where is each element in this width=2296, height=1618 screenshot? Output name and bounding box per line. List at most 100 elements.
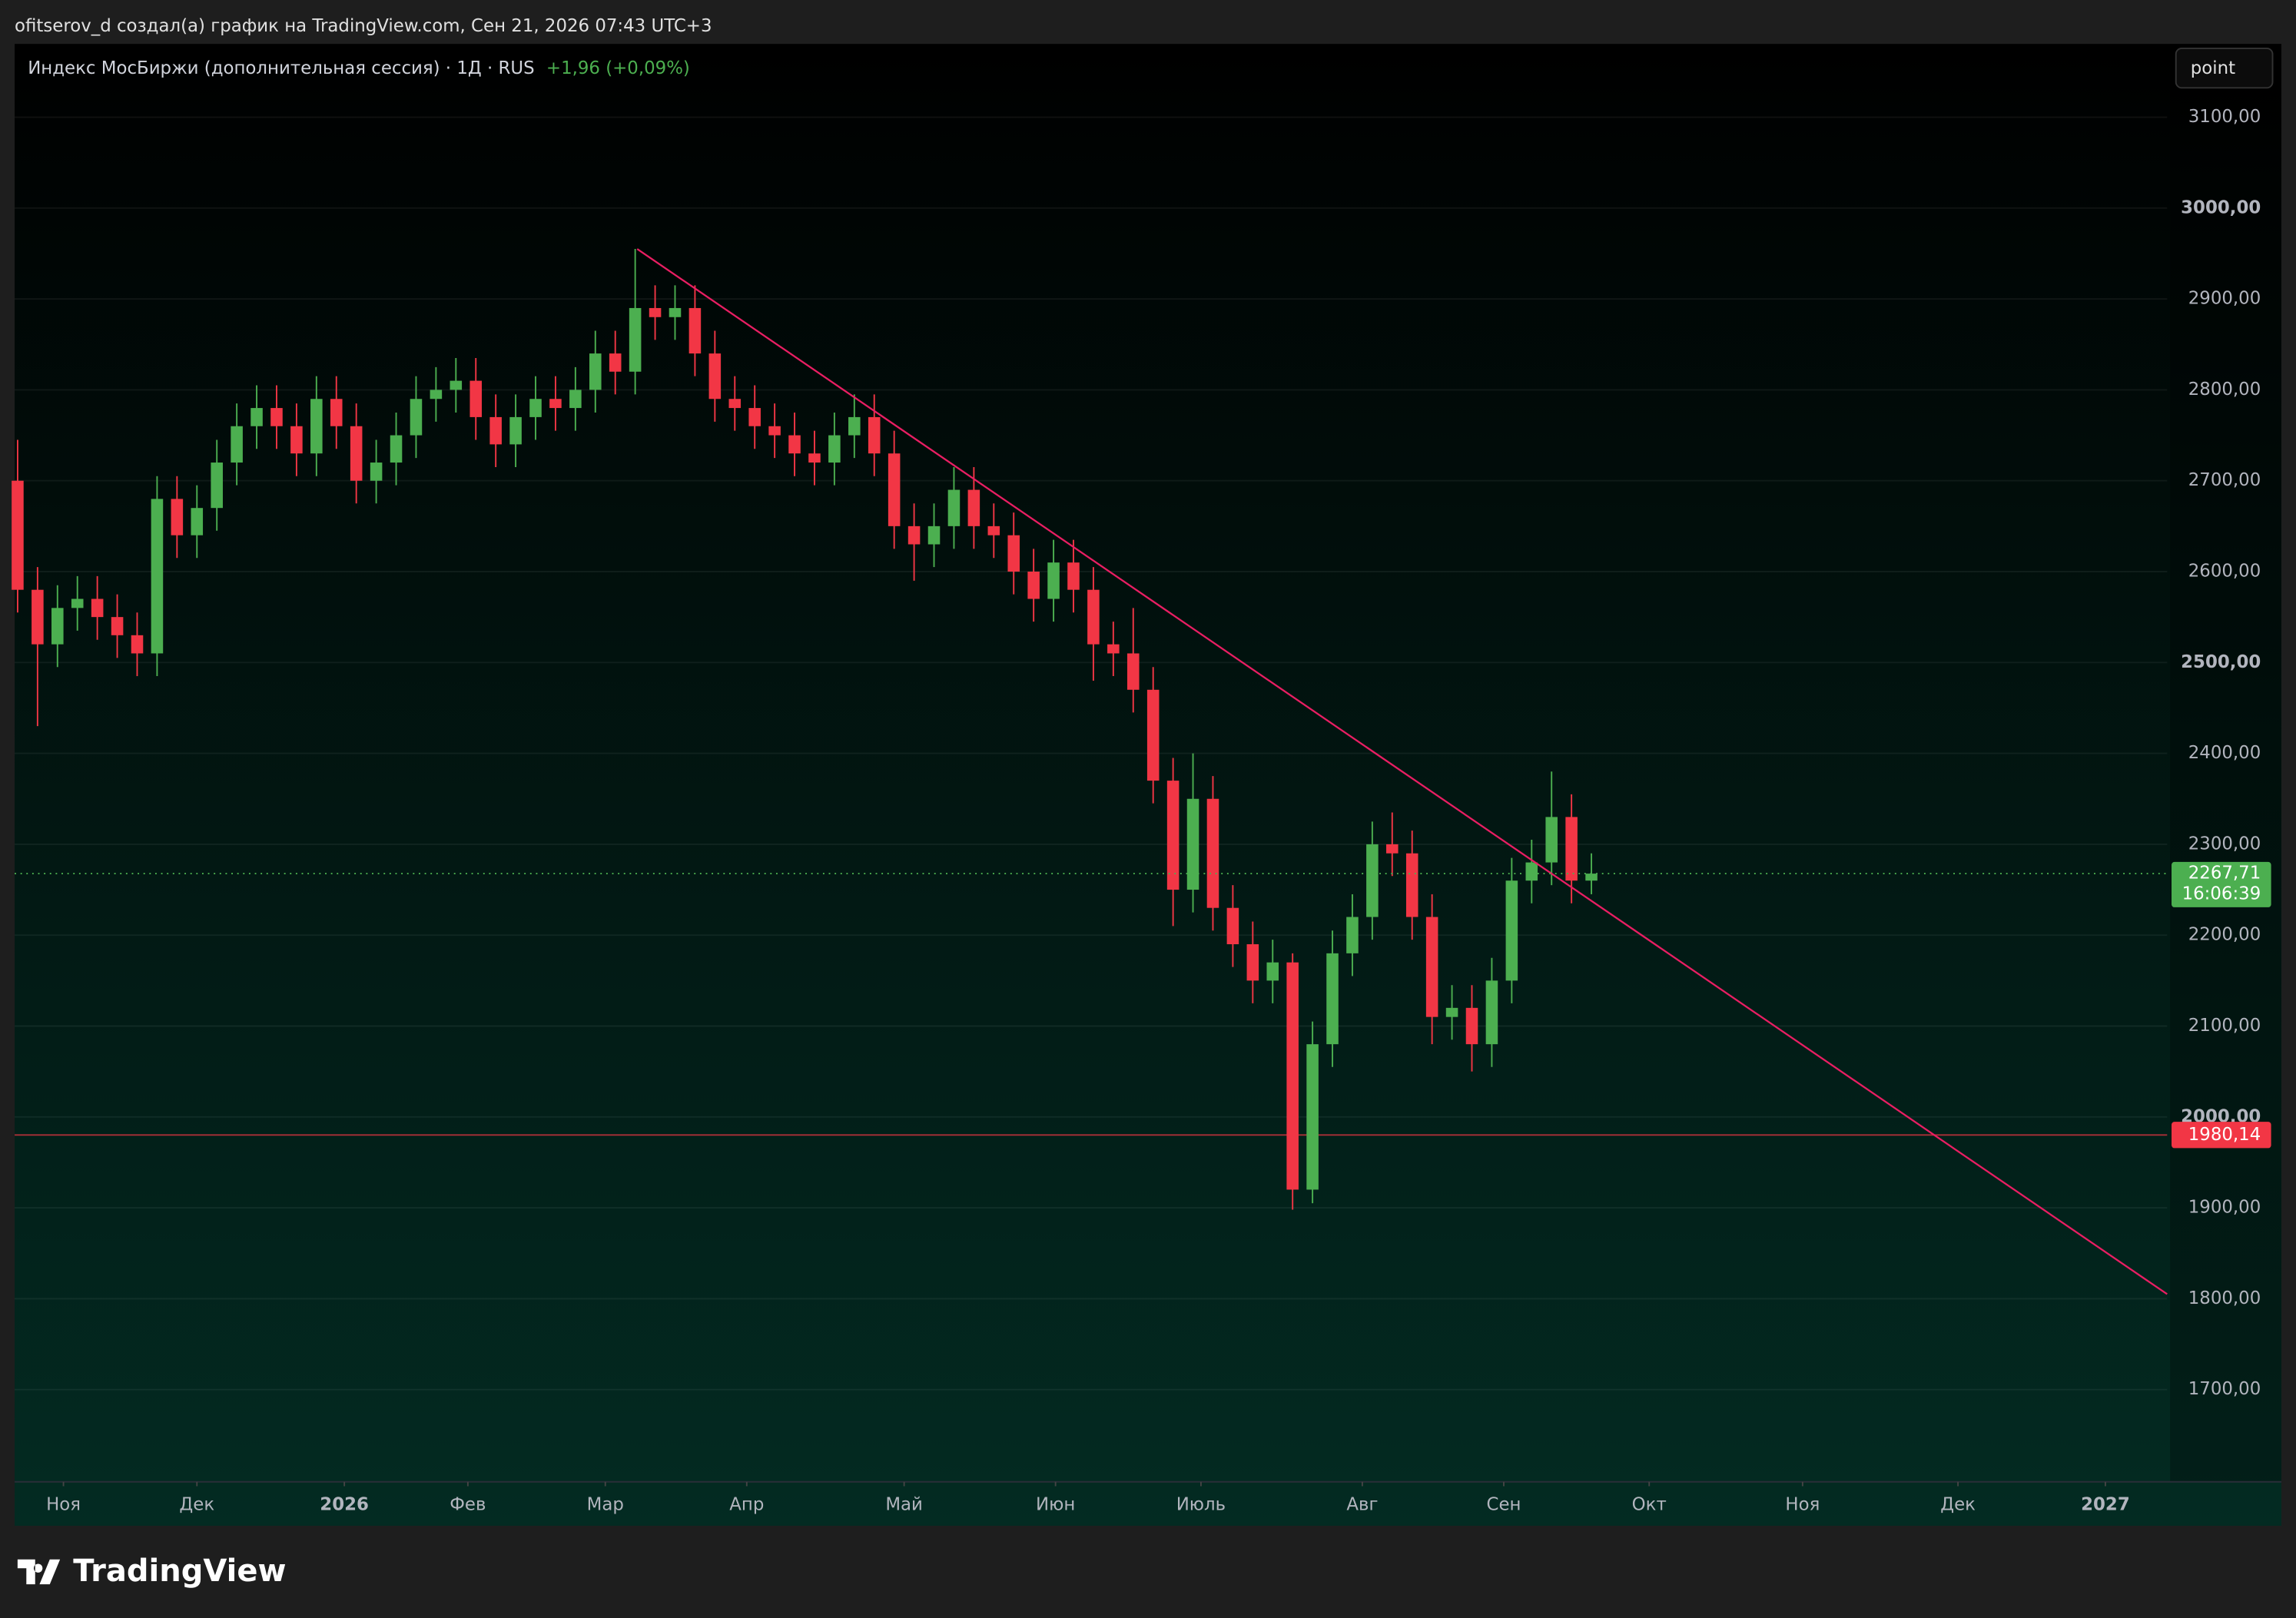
candle-body: [987, 526, 1000, 535]
candle-body: [1326, 953, 1339, 1045]
brand: TradingView: [73, 1553, 286, 1589]
candle-body: [12, 480, 24, 590]
candle-body: [1007, 535, 1020, 572]
candle-body: [1246, 944, 1259, 981]
candle-body: [1405, 853, 1418, 917]
candle-body: [967, 489, 980, 526]
change: +1,96 (+0,09%): [546, 58, 690, 78]
candle-body: [51, 608, 64, 645]
candle-body: [1545, 817, 1558, 863]
x-tick-label: Апр: [729, 1495, 764, 1515]
candle-body: [1525, 862, 1538, 881]
candle-body: [191, 508, 204, 535]
button[interactable]: [2175, 47, 2274, 89]
x-tick-label: Май: [885, 1495, 923, 1515]
candle-body: [927, 526, 941, 545]
y-tick-label: 1900,00: [2188, 1198, 2261, 1218]
candle-body: [669, 307, 682, 317]
x-tick-label: 2027: [2081, 1495, 2130, 1515]
y-tick-label: 2800,00: [2188, 380, 2261, 400]
y-tick-label: 3100,00: [2188, 107, 2261, 127]
candle-body: [1346, 917, 1359, 953]
candle-body: [211, 463, 223, 509]
candle-body: [1465, 1007, 1478, 1045]
x-tick-label: Июн: [1036, 1495, 1075, 1515]
candle-body: [509, 416, 522, 445]
x-tick-label: Дек: [1940, 1495, 1976, 1515]
x-tick-label: Фев: [450, 1495, 486, 1515]
candle-body: [390, 435, 403, 463]
candle-body: [1366, 844, 1379, 917]
candle-body: [529, 399, 542, 417]
candle-body: [251, 408, 263, 426]
symbol: Индекс МосБиржи (дополнительная сессия) …: [28, 58, 534, 78]
candle-body: [688, 307, 702, 354]
candle-body: [748, 408, 761, 426]
y-tick-label: 2400,00: [2188, 743, 2261, 763]
plot: [12, 116, 2168, 1391]
x-tick-label: Окт: [1632, 1495, 1667, 1515]
candle-body: [728, 399, 742, 409]
candle-body: [708, 353, 722, 400]
credit: ofitserov_d создал(а) график на TradingV…: [15, 16, 712, 36]
candle-body: [430, 390, 443, 400]
candle-body: [131, 635, 144, 654]
candle-body: [947, 489, 961, 526]
chart-area: [15, 44, 2281, 1526]
candle-body: [549, 399, 562, 409]
x-tick-label: Ноя: [46, 1495, 81, 1515]
candle-body: [1206, 798, 1219, 908]
trendline: [636, 248, 2168, 1295]
x-tick-label: Мар: [587, 1495, 624, 1515]
candle-body: [270, 408, 283, 426]
y-tick-label: 2100,00: [2188, 1016, 2261, 1036]
last-price-box: [2172, 861, 2271, 907]
candle-body: [1146, 689, 1160, 781]
candle-body: [649, 307, 662, 317]
candle-body: [629, 307, 642, 372]
candle-body: [1226, 907, 1239, 945]
candle-body: [1047, 562, 1060, 599]
candle-body: [609, 353, 622, 372]
candle-body: [171, 499, 184, 535]
candle-body: [1186, 798, 1199, 890]
candle-body: [788, 435, 801, 454]
y-tick-label: 2200,00: [2188, 925, 2261, 945]
y-tick-label: 2500,00: [2181, 652, 2261, 672]
candle-body: [888, 453, 901, 526]
candle-body: [71, 598, 84, 608]
candle-body: [469, 380, 483, 417]
candle-body: [1505, 880, 1518, 981]
candle-body: [370, 463, 383, 481]
candle-body: [808, 453, 821, 463]
level-box: [2172, 1122, 2271, 1149]
last-price-time: 16:06:39: [2182, 884, 2261, 903]
candle-body: [1386, 844, 1399, 854]
candle-body: [410, 399, 423, 436]
x-tick-label: Дек: [179, 1495, 214, 1515]
candle-body: [907, 526, 921, 545]
y-tick-label: 3000,00: [2181, 197, 2261, 217]
candle-body: [310, 399, 323, 454]
candle-body: [1306, 1044, 1319, 1190]
logo: TradingView: [17, 1553, 286, 1589]
candle-body: [1286, 962, 1299, 1190]
candle-body: [1166, 781, 1180, 890]
candle-body: [231, 426, 243, 463]
button-label[interactable]: point: [2191, 58, 2235, 78]
candle-body: [489, 416, 502, 445]
candle-body: [450, 380, 463, 390]
candle-body: [1027, 572, 1040, 599]
x-tick-label: Июль: [1176, 1495, 1226, 1515]
candle-body: [32, 589, 44, 645]
candle-body: [1266, 962, 1279, 981]
candle-body: [151, 499, 164, 654]
x-tick-label: 2026: [320, 1495, 369, 1515]
candle-body: [1425, 917, 1438, 1017]
x-tick-label: Авг: [1346, 1495, 1378, 1515]
x-tick-label: Ноя: [1785, 1495, 1820, 1515]
candle-body: [1585, 874, 1598, 881]
x-tick-label: Сен: [1486, 1495, 1521, 1515]
y-tick-label: 1700,00: [2188, 1379, 2261, 1399]
